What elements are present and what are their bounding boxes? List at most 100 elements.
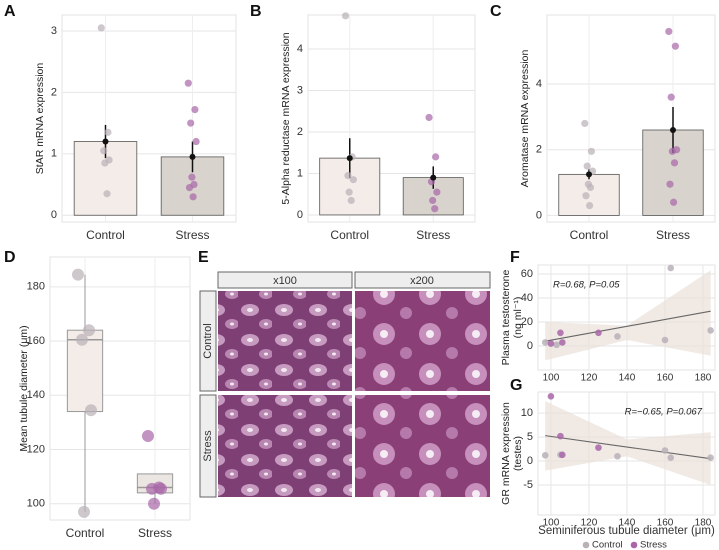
data-point	[189, 193, 197, 201]
data-point	[595, 329, 602, 337]
data-point	[83, 324, 95, 337]
data-point	[707, 454, 714, 461]
mean-point	[586, 171, 592, 178]
data-point	[559, 339, 566, 346]
legend-label: Stress	[640, 540, 667, 550]
y-axis-title: GR mRNA expression	[500, 402, 512, 505]
data-point	[667, 454, 675, 461]
data-point	[341, 12, 350, 20]
x-tick-label: 160	[657, 373, 674, 384]
strip	[217, 271, 353, 289]
mean-point	[346, 155, 353, 162]
data-point	[582, 192, 590, 200]
y-tick-label: 160	[27, 335, 45, 347]
data-point	[661, 447, 669, 454]
data-point	[614, 333, 621, 340]
data-point	[191, 105, 199, 114]
panel-e: E x100 x200 Control Stress	[198, 249, 491, 498]
data-point	[344, 171, 352, 180]
strip	[199, 394, 217, 498]
column-label: x200	[410, 275, 434, 287]
y-axis-title: (ng ml⁻¹)	[512, 297, 524, 339]
x-tick-label: Stress	[175, 228, 209, 242]
data-point	[101, 159, 109, 167]
data-point	[587, 147, 596, 155]
x-tick-label: Control	[570, 228, 609, 242]
panel-letter: E	[198, 249, 209, 266]
y-tick-label: 20	[521, 316, 533, 328]
data-point	[595, 444, 602, 451]
data-point	[345, 188, 353, 196]
data-point	[670, 159, 679, 167]
x-tick-label: 180	[695, 373, 712, 384]
panel-letter: B	[250, 3, 262, 20]
x-tick-label: Stress	[416, 228, 450, 242]
y-tick-label: 2	[536, 144, 542, 156]
data-point	[668, 147, 677, 155]
data-point	[78, 505, 90, 518]
micrograph	[355, 395, 490, 497]
data-point	[185, 184, 194, 192]
data-point	[583, 162, 591, 170]
y-tick-label: 0	[527, 340, 533, 352]
y-tick-label: 3	[297, 84, 303, 96]
x-tick-label: 140	[619, 373, 636, 384]
y-tick-label: 4	[536, 78, 542, 90]
panel-letter: A	[4, 3, 16, 20]
x-tick-label: 100	[543, 373, 560, 384]
panel-letter: F	[510, 249, 520, 266]
legend-label: Control	[592, 540, 623, 550]
x-tick-label: 120	[581, 518, 598, 529]
micrograph	[355, 291, 490, 391]
y-tick-label: 3	[51, 25, 57, 37]
data-point	[557, 329, 564, 337]
data-point	[433, 188, 441, 196]
annotation: R=−0.65, P=0.067	[625, 407, 703, 418]
x-tick-label: 120	[581, 373, 598, 384]
y-axis-title: Aromatase mRNA expression	[519, 49, 531, 187]
x-tick-label: Control	[86, 228, 125, 242]
confidence-band	[545, 401, 711, 486]
panel-letter: D	[4, 249, 16, 266]
y-tick-label: 5	[527, 431, 533, 443]
data-point	[72, 268, 84, 281]
y-tick-label: 180	[27, 281, 45, 293]
micrograph	[218, 291, 352, 391]
y-tick-label: 1	[297, 167, 303, 179]
data-point	[667, 93, 675, 101]
y-tick-label: 2	[297, 126, 303, 138]
data-point	[187, 119, 195, 127]
mean-point	[430, 174, 437, 181]
x-tick-label: 180	[695, 518, 712, 529]
y-tick-label: 140	[27, 389, 45, 401]
y-tick-label: 0	[51, 209, 57, 221]
y-axis-title: StAR mRNA expression	[34, 63, 46, 175]
y-axis-title: Mean tubule diameter (μm)	[18, 325, 30, 451]
data-point	[547, 393, 555, 400]
data-point	[707, 327, 714, 334]
data-point	[97, 24, 105, 32]
data-point	[671, 42, 680, 50]
legend-marker	[582, 541, 590, 549]
y-tick-label: 60	[521, 268, 533, 280]
data-point	[586, 183, 595, 192]
data-point	[666, 180, 674, 188]
data-point	[667, 264, 675, 272]
x-tick-label: Control	[66, 526, 105, 540]
x-tick-label: 160	[657, 518, 674, 529]
panel-letter: G	[510, 377, 522, 394]
data-point	[665, 27, 673, 36]
y-tick-label: 0	[527, 455, 533, 467]
data-point	[192, 137, 200, 146]
data-point	[547, 340, 555, 347]
data-point	[188, 173, 196, 181]
fit-line	[545, 435, 711, 460]
mean-point	[102, 138, 109, 145]
row-label: Control	[202, 323, 214, 358]
data-point	[142, 429, 154, 442]
micrograph	[218, 395, 352, 497]
data-point	[347, 196, 355, 205]
data-point	[581, 119, 589, 128]
y-tick-label: 120	[27, 443, 45, 455]
